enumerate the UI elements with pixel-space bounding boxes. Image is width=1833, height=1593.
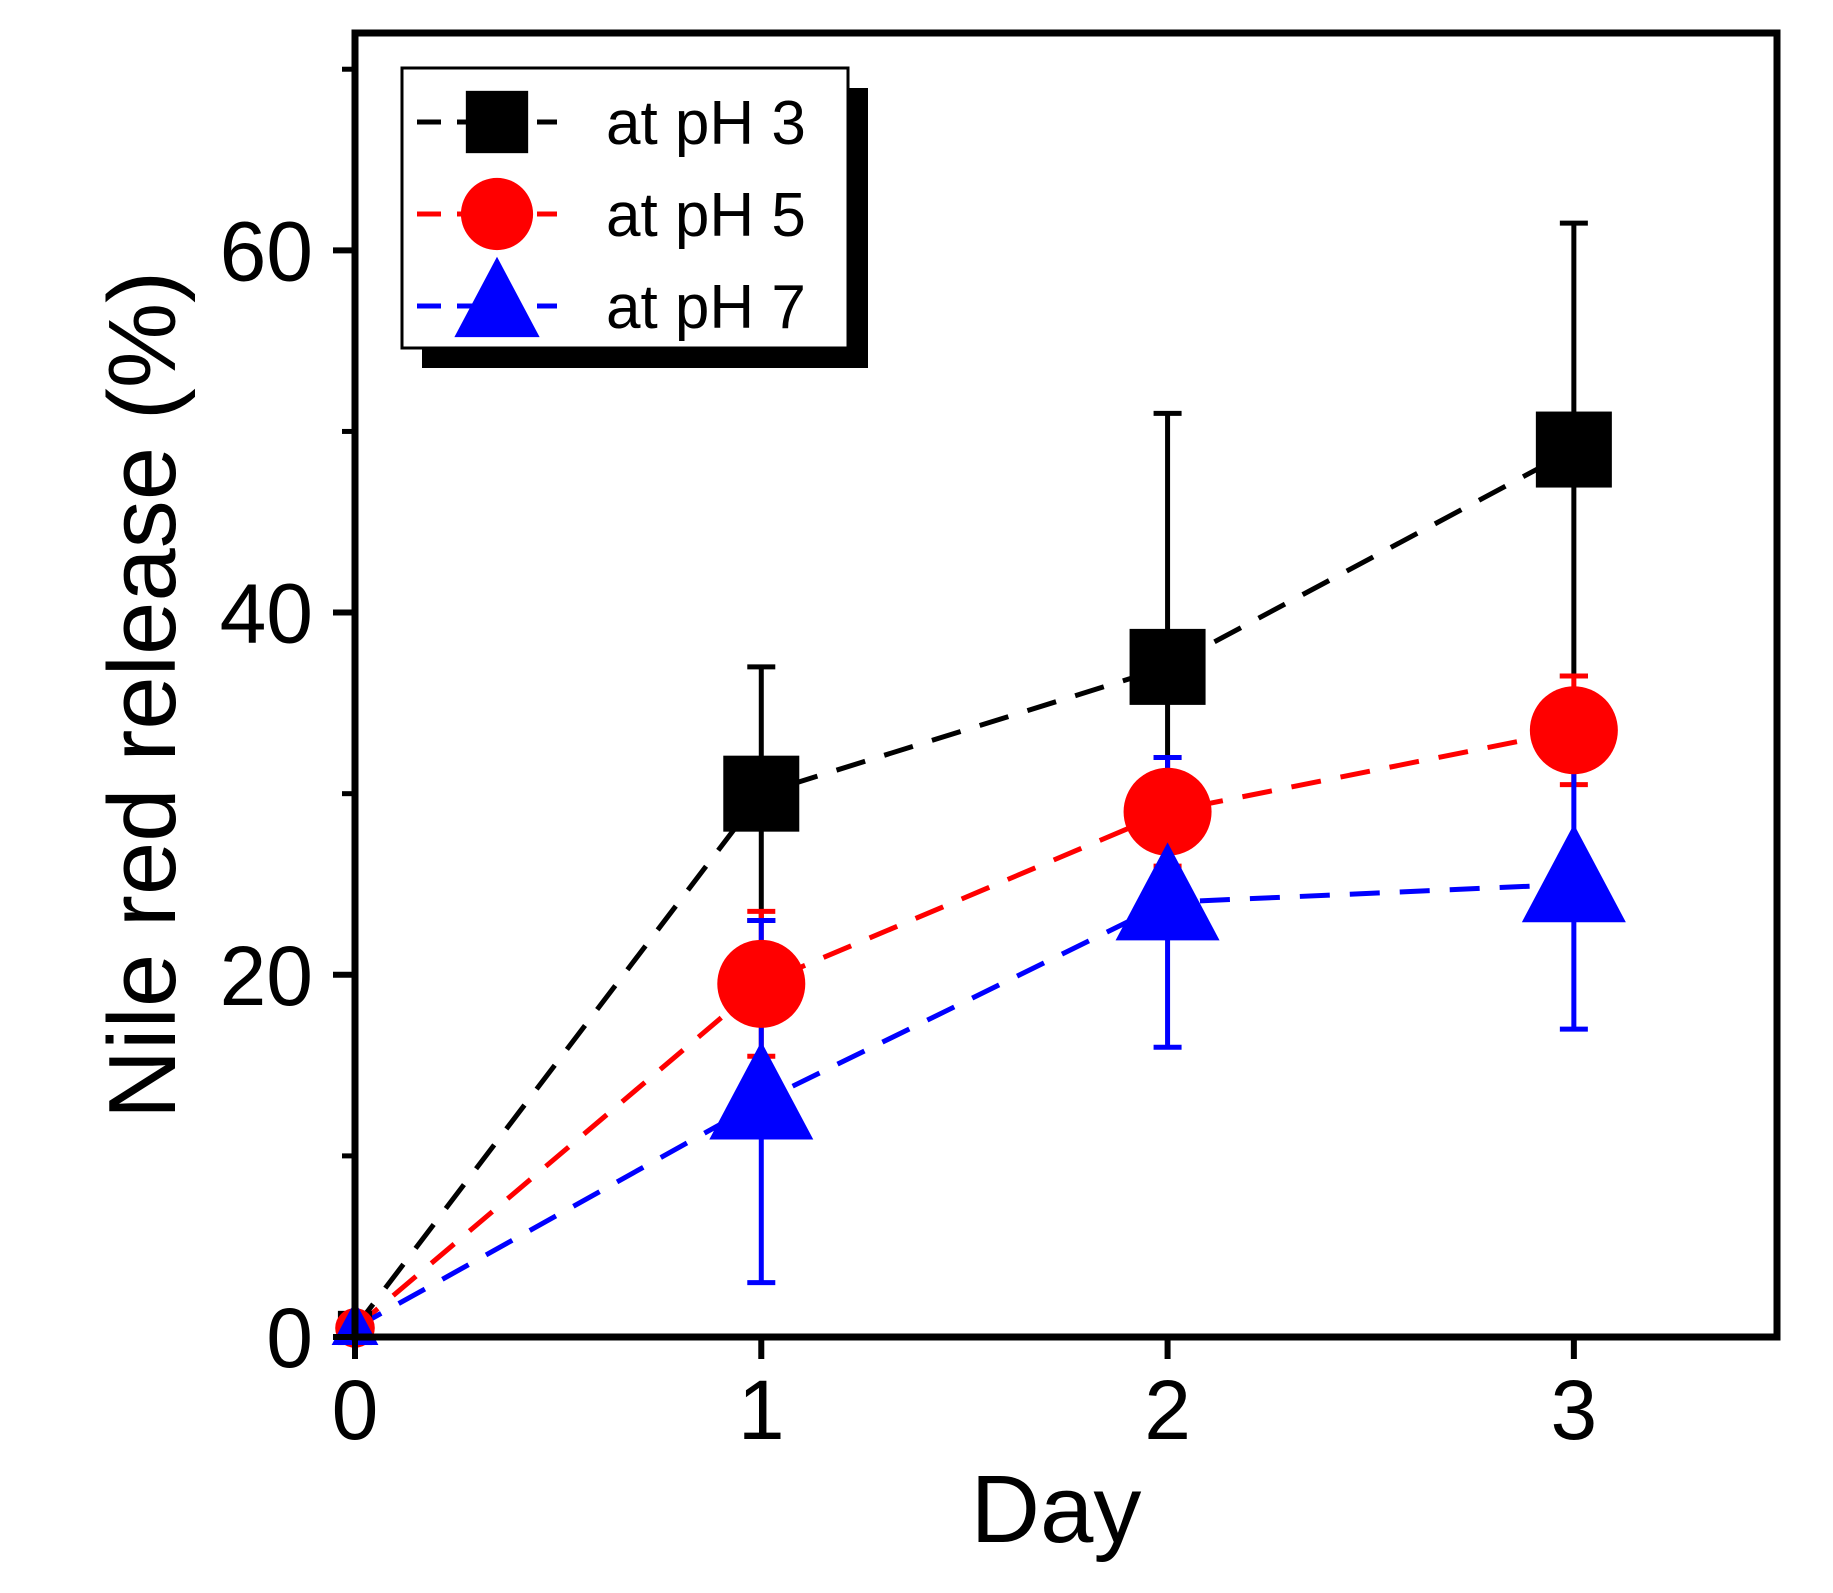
legend-marker-1 bbox=[465, 90, 529, 154]
data-point-1-2 bbox=[1129, 628, 1206, 705]
legend-label-2: at pH 5 bbox=[606, 181, 806, 250]
axes: 0 1 2 3 0 20 40 60 bbox=[220, 66, 1597, 1457]
x-axis-title: Day bbox=[971, 1456, 1142, 1563]
series-line-1 bbox=[353, 447, 1576, 1330]
x-tick-label-0: 0 bbox=[332, 1363, 379, 1457]
series-3 bbox=[353, 736, 1588, 1331]
plot-frame bbox=[351, 29, 1781, 1341]
x-tick-label-3: 3 bbox=[1550, 1363, 1597, 1457]
series-line-3 bbox=[353, 881, 1574, 1331]
legend-marker-2 bbox=[460, 177, 534, 251]
data-point-1-3 bbox=[1535, 411, 1612, 488]
series-2 bbox=[353, 673, 1588, 1330]
series-1 bbox=[353, 220, 1588, 1330]
data-point-2-1 bbox=[717, 939, 806, 1028]
data-point-3-3 bbox=[1521, 824, 1626, 923]
x-tick-label-2: 2 bbox=[1144, 1363, 1191, 1457]
y-tick-label-0: 0 bbox=[266, 1291, 313, 1385]
y-tick-label-20: 20 bbox=[220, 929, 313, 1023]
legend-label-1: at pH 3 bbox=[606, 89, 806, 158]
legend[interactable]: at pH 3 at pH 5 at pH 7 bbox=[400, 66, 868, 368]
data-point-1-1 bbox=[723, 755, 800, 832]
series-line-2 bbox=[353, 727, 1575, 1330]
legend-label-3: at pH 7 bbox=[606, 273, 806, 342]
data-point-2-2 bbox=[1123, 767, 1212, 856]
x-tick-label-1: 1 bbox=[738, 1363, 785, 1457]
data-point-2-3 bbox=[1529, 686, 1618, 775]
y-tick-label-40: 40 bbox=[220, 567, 313, 661]
y-axis-title: Nile red release (%) bbox=[89, 271, 196, 1119]
data-point-3-1 bbox=[709, 1041, 814, 1140]
legend-marker-3 bbox=[454, 256, 540, 338]
plot-area bbox=[331, 220, 1626, 1348]
data-point-3-2 bbox=[1115, 842, 1220, 941]
y-tick-label-60: 60 bbox=[220, 204, 313, 298]
